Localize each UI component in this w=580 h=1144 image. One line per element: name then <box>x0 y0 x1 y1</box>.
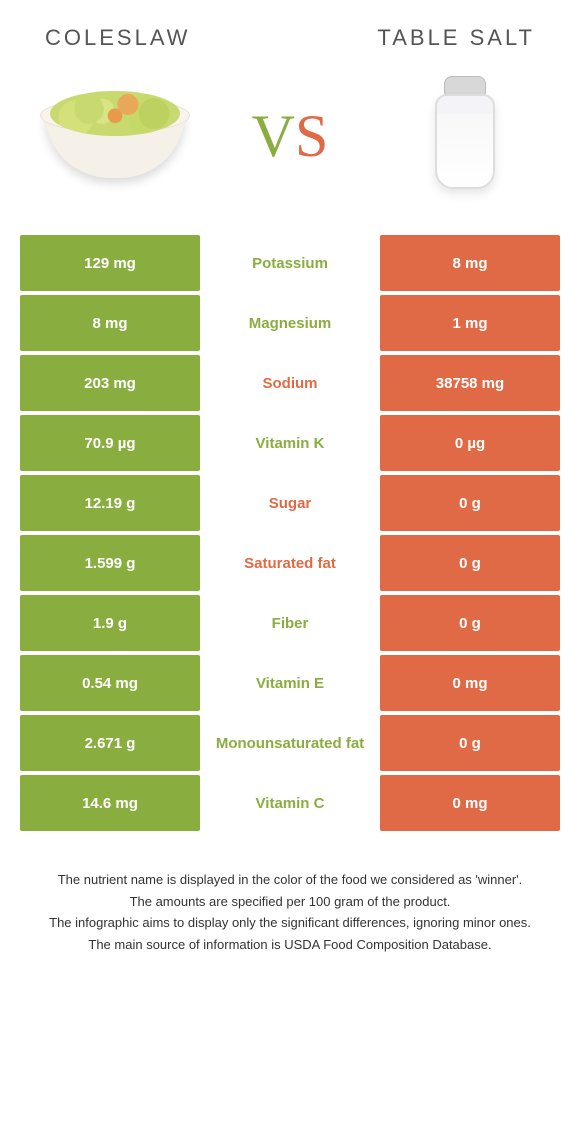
table-row: 8 mgMagnesium1 mg <box>20 295 560 351</box>
footer-line: The infographic aims to display only the… <box>35 913 545 933</box>
nutrient-label-cell: Sugar <box>200 475 380 531</box>
left-value-cell: 1.599 g <box>20 535 200 591</box>
table-row: 1.9 gFiber0 g <box>20 595 560 651</box>
right-value-cell: 0 mg <box>380 775 560 831</box>
left-food-title: COLESLAW <box>20 25 215 51</box>
right-value-cell: 0 mg <box>380 655 560 711</box>
left-value-cell: 14.6 mg <box>20 775 200 831</box>
vs-s-letter: S <box>295 103 328 169</box>
vs-label: VS <box>252 102 329 171</box>
table-row: 1.599 gSaturated fat0 g <box>20 535 560 591</box>
right-value-cell: 0 µg <box>380 415 560 471</box>
left-value-cell: 2.671 g <box>20 715 200 771</box>
right-value-cell: 0 g <box>380 715 560 771</box>
infographic-container: COLESLAW TABLE SALT VS 129 mgPotassium8 … <box>0 0 580 981</box>
table-row: 14.6 mgVitamin C0 mg <box>20 775 560 831</box>
nutrient-label-cell: Magnesium <box>200 295 380 351</box>
table-row: 0.54 mgVitamin E0 mg <box>20 655 560 711</box>
images-row: VS <box>20 71 560 201</box>
left-value-cell: 0.54 mg <box>20 655 200 711</box>
nutrient-label-cell: Vitamin K <box>200 415 380 471</box>
footer-line: The nutrient name is displayed in the co… <box>35 870 545 890</box>
left-value-cell: 203 mg <box>20 355 200 411</box>
left-value-cell: 12.19 g <box>20 475 200 531</box>
right-value-cell: 0 g <box>380 595 560 651</box>
nutrient-label-cell: Saturated fat <box>200 535 380 591</box>
right-value-cell: 38758 mg <box>380 355 560 411</box>
nutrient-label-cell: Vitamin E <box>200 655 380 711</box>
comparison-table: 129 mgPotassium8 mg8 mgMagnesium1 mg203 … <box>20 231 560 835</box>
nutrient-label-cell: Sodium <box>200 355 380 411</box>
footer-notes: The nutrient name is displayed in the co… <box>20 870 560 954</box>
header-row: COLESLAW TABLE SALT <box>20 25 560 51</box>
nutrient-label-cell: Potassium <box>200 235 380 291</box>
footer-line: The main source of information is USDA F… <box>35 935 545 955</box>
table-row: 129 mgPotassium8 mg <box>20 235 560 291</box>
table-row: 12.19 gSugar0 g <box>20 475 560 531</box>
left-value-cell: 70.9 µg <box>20 415 200 471</box>
nutrient-label-cell: Fiber <box>200 595 380 651</box>
nutrient-label-cell: Vitamin C <box>200 775 380 831</box>
left-value-cell: 8 mg <box>20 295 200 351</box>
right-food-title: TABLE SALT <box>352 25 560 51</box>
right-value-cell: 0 g <box>380 475 560 531</box>
right-value-cell: 8 mg <box>380 235 560 291</box>
table-row: 203 mgSodium38758 mg <box>20 355 560 411</box>
table-row: 70.9 µgVitamin K0 µg <box>20 415 560 471</box>
nutrient-label-cell: Monounsaturated fat <box>200 715 380 771</box>
coleslaw-image <box>35 71 195 201</box>
footer-line: The amounts are specified per 100 gram o… <box>35 892 545 912</box>
salt-image <box>385 71 545 201</box>
table-row: 2.671 gMonounsaturated fat0 g <box>20 715 560 771</box>
right-value-cell: 0 g <box>380 535 560 591</box>
left-value-cell: 129 mg <box>20 235 200 291</box>
right-value-cell: 1 mg <box>380 295 560 351</box>
vs-v-letter: V <box>252 103 295 169</box>
left-value-cell: 1.9 g <box>20 595 200 651</box>
